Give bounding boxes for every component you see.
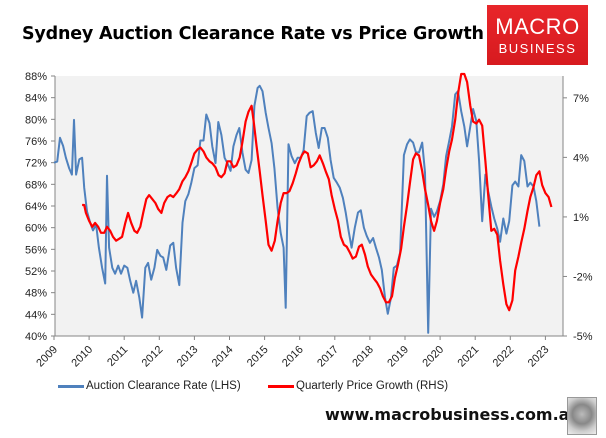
x-tick-label: 2017 bbox=[315, 344, 341, 370]
legend-label-price-growth: Quarterly Price Growth (RHS) bbox=[296, 380, 449, 392]
left-tick-label: 56% bbox=[25, 244, 47, 256]
left-tick-label: 84% bbox=[25, 93, 47, 105]
x-tick-label: 2023 bbox=[526, 344, 552, 370]
left-tick-label: 80% bbox=[25, 114, 47, 126]
x-tick-label: 2013 bbox=[175, 344, 201, 370]
legend-item-price-growth: Quarterly Price Growth (RHS) bbox=[268, 380, 448, 392]
left-tick-label: 44% bbox=[25, 309, 47, 321]
right-tick-label: -5% bbox=[573, 331, 593, 343]
series-group bbox=[53, 72, 553, 334]
series-line-price-growth bbox=[82, 72, 553, 312]
plot-area bbox=[55, 76, 563, 336]
left-tick-label: 76% bbox=[25, 136, 47, 148]
x-tick-label: 2021 bbox=[456, 344, 482, 370]
legend-swatch-red bbox=[268, 384, 294, 388]
legend-swatch-blue bbox=[58, 384, 84, 388]
left-tick-label: 48% bbox=[25, 288, 47, 300]
right-tick-label: 1% bbox=[573, 212, 589, 224]
x-tick-label: 2014 bbox=[210, 344, 236, 370]
left-tick-label: 68% bbox=[25, 179, 47, 191]
axes bbox=[51, 75, 567, 340]
logo-line-1: MACRO bbox=[495, 14, 580, 39]
x-tick-label: 2010 bbox=[69, 344, 95, 370]
chart-title: Sydney Auction Clearance Rate vs Price G… bbox=[22, 24, 484, 44]
left-tick-label: 40% bbox=[25, 331, 47, 343]
x-tick-label: 2009 bbox=[34, 344, 60, 370]
x-tick-label: 2016 bbox=[280, 344, 306, 370]
x-tick-label: 2020 bbox=[420, 344, 446, 370]
right-tick-label: 7% bbox=[573, 93, 589, 105]
x-tick-label: 2018 bbox=[350, 344, 376, 370]
left-tick-label: 88% bbox=[25, 71, 47, 83]
right-tick-label: 4% bbox=[573, 152, 589, 164]
macrobusiness-logo[interactable]: MACRO BUSINESS bbox=[487, 5, 588, 65]
legend-label-clearance: Auction Clearance Rate (LHS) bbox=[86, 380, 241, 392]
x-tick-label: 2022 bbox=[491, 344, 517, 370]
website-url[interactable]: www.macrobusiness.com.au bbox=[325, 405, 581, 424]
legend-item-clearance: Auction Clearance Rate (LHS) bbox=[58, 380, 241, 392]
x-tick-label: 2012 bbox=[140, 344, 166, 370]
x-tick-label: 2011 bbox=[105, 344, 130, 369]
left-tick-label: 72% bbox=[25, 158, 47, 170]
left-tick-label: 60% bbox=[25, 223, 47, 235]
logo-line-2: BUSINESS bbox=[498, 41, 577, 56]
left-tick-label: 64% bbox=[25, 201, 47, 213]
x-tick-label: 2015 bbox=[245, 344, 271, 370]
wolf-icon bbox=[567, 397, 597, 435]
right-tick-label: -2% bbox=[573, 271, 593, 283]
x-tick-label: 2019 bbox=[385, 344, 411, 370]
left-tick-label: 52% bbox=[25, 266, 47, 278]
